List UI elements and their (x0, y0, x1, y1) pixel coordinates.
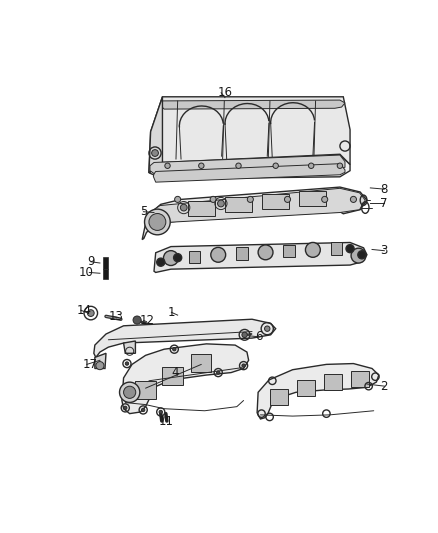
Polygon shape (330, 243, 342, 255)
Circle shape (173, 254, 181, 262)
Circle shape (345, 245, 353, 253)
Circle shape (180, 204, 187, 211)
Polygon shape (147, 188, 364, 223)
Circle shape (87, 310, 94, 317)
Polygon shape (261, 194, 289, 208)
Circle shape (95, 361, 104, 370)
Bar (103, 269, 108, 279)
Text: 9: 9 (87, 255, 95, 268)
Circle shape (133, 316, 141, 324)
Polygon shape (142, 187, 366, 240)
Circle shape (125, 362, 128, 365)
Polygon shape (283, 245, 294, 257)
Polygon shape (95, 353, 106, 368)
Circle shape (144, 209, 170, 235)
Circle shape (264, 326, 269, 332)
Circle shape (241, 332, 247, 337)
Text: 17: 17 (83, 358, 98, 371)
Text: 6: 6 (255, 330, 262, 343)
Circle shape (210, 196, 215, 203)
Polygon shape (299, 191, 326, 206)
Circle shape (124, 406, 127, 409)
Text: 8: 8 (380, 183, 387, 196)
Circle shape (308, 163, 313, 168)
Circle shape (305, 243, 320, 257)
Circle shape (163, 251, 178, 265)
Circle shape (241, 364, 245, 367)
Circle shape (172, 348, 176, 351)
Text: 11: 11 (159, 415, 174, 427)
Polygon shape (94, 319, 275, 358)
Polygon shape (187, 201, 214, 216)
Circle shape (156, 258, 164, 266)
Polygon shape (148, 154, 349, 179)
Text: 13: 13 (108, 310, 123, 323)
Polygon shape (154, 243, 366, 272)
Polygon shape (148, 97, 162, 173)
Polygon shape (122, 344, 248, 414)
Circle shape (350, 248, 365, 263)
Polygon shape (297, 381, 314, 396)
Circle shape (247, 196, 253, 203)
Circle shape (148, 214, 166, 230)
Polygon shape (124, 341, 135, 353)
Polygon shape (324, 374, 341, 390)
Circle shape (151, 150, 158, 156)
Polygon shape (148, 97, 349, 173)
Circle shape (210, 247, 225, 262)
Circle shape (174, 196, 180, 203)
Text: 1: 1 (167, 306, 175, 319)
Circle shape (119, 382, 139, 402)
Bar (103, 257, 108, 269)
Polygon shape (270, 390, 287, 405)
Text: 16: 16 (217, 86, 232, 99)
Text: 4: 4 (170, 366, 178, 379)
Circle shape (235, 163, 240, 168)
Circle shape (159, 410, 162, 414)
Polygon shape (150, 155, 344, 174)
Text: 14: 14 (77, 304, 92, 317)
Polygon shape (191, 353, 211, 372)
Circle shape (164, 163, 170, 168)
Circle shape (321, 196, 327, 203)
Polygon shape (160, 100, 344, 109)
Polygon shape (236, 247, 247, 260)
Circle shape (198, 163, 204, 168)
Circle shape (216, 371, 219, 374)
Polygon shape (257, 364, 378, 419)
Text: 5: 5 (140, 205, 147, 218)
Polygon shape (135, 381, 155, 399)
Circle shape (124, 386, 135, 398)
Circle shape (217, 200, 224, 207)
Polygon shape (153, 164, 344, 182)
Circle shape (284, 196, 290, 203)
Polygon shape (162, 367, 182, 385)
Circle shape (272, 163, 278, 168)
Circle shape (141, 408, 145, 411)
Text: 12: 12 (139, 314, 155, 327)
Polygon shape (188, 251, 200, 263)
Text: 3: 3 (380, 244, 387, 257)
Circle shape (336, 163, 342, 168)
Polygon shape (225, 197, 251, 212)
Circle shape (357, 251, 365, 259)
Circle shape (258, 245, 272, 260)
Polygon shape (350, 372, 368, 387)
Text: 10: 10 (78, 266, 93, 279)
Circle shape (350, 196, 356, 203)
Text: 2: 2 (380, 379, 387, 393)
Text: 7: 7 (380, 197, 387, 210)
